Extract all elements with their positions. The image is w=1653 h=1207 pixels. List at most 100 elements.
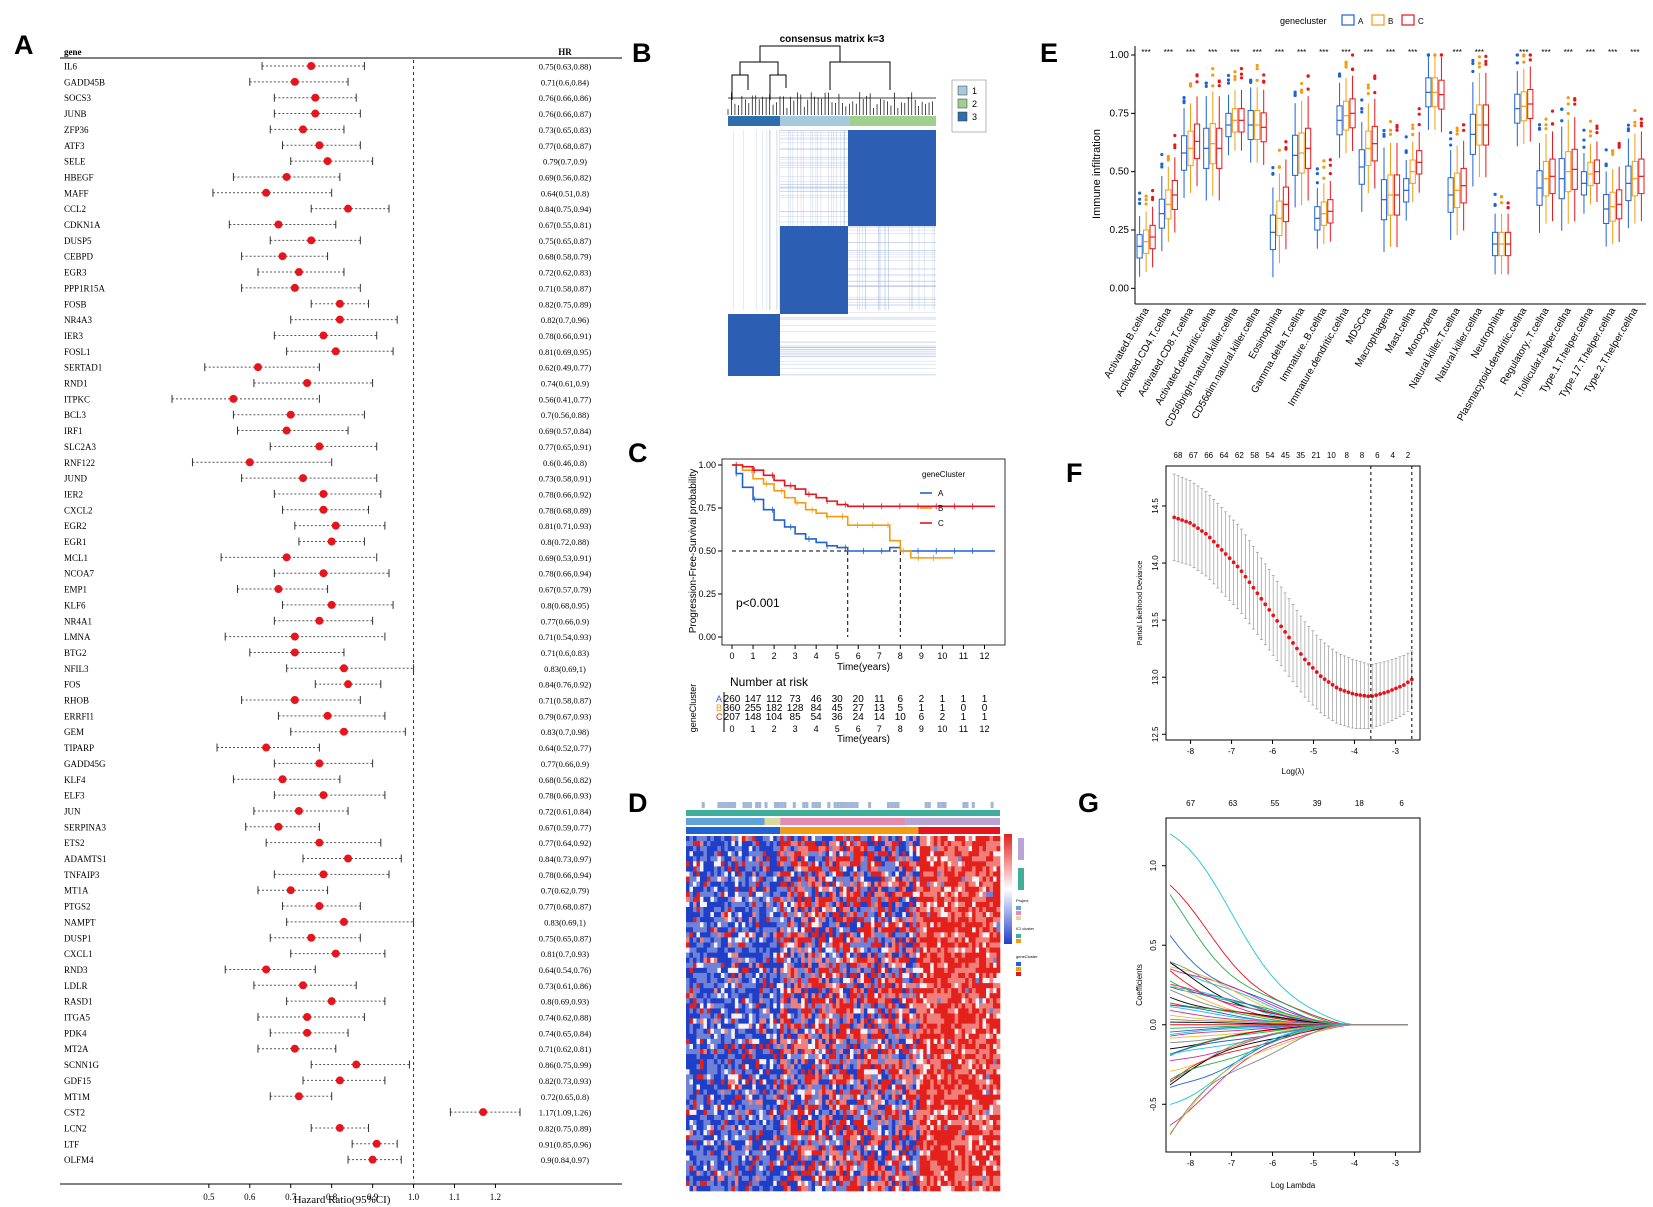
heat-cell <box>832 841 837 847</box>
heat-cell <box>818 917 823 923</box>
heat-cell <box>916 907 921 913</box>
heat-cell <box>825 988 830 994</box>
gene-label: ERRFI1 <box>64 711 94 721</box>
heat-cell <box>829 1049 833 1055</box>
anno-project <box>902 802 906 808</box>
heat-cell <box>843 942 847 948</box>
risk-y-label: geneCluster <box>688 684 698 733</box>
km-y-label: Progression-Free-Survival probability <box>688 469 699 634</box>
heat-cell <box>926 952 931 959</box>
hr-point <box>335 299 344 308</box>
heat-cell <box>937 1013 941 1019</box>
risk-value: 0 <box>961 703 967 714</box>
heat-cell <box>912 901 917 908</box>
heat-cell <box>755 1003 760 1009</box>
heat-cell <box>836 1054 840 1060</box>
heat-cell <box>745 983 750 989</box>
heat-cell <box>755 972 760 979</box>
heat-cell <box>996 1033 1001 1040</box>
heat-cell <box>762 1008 767 1014</box>
heat-cell <box>692 1028 697 1035</box>
heat-cell <box>863 881 868 888</box>
hr-label: 0.81(0.7,0.93) <box>541 949 589 959</box>
heat-cell <box>815 957 819 964</box>
anno-project <box>968 802 972 808</box>
heat-cell <box>696 998 701 1004</box>
heat-cell <box>818 988 823 994</box>
heat-cell <box>836 1028 840 1035</box>
heat-cell <box>965 1059 969 1065</box>
heat-cell <box>692 861 697 867</box>
heat-cell <box>909 1049 914 1055</box>
heat-cell <box>947 1023 952 1030</box>
heat-cell <box>727 1018 732 1024</box>
heat-cell <box>692 983 697 989</box>
heat-cell <box>905 1008 910 1014</box>
heat-cell <box>989 947 994 953</box>
heat-cell <box>731 1033 736 1040</box>
heat-cell <box>884 1008 889 1014</box>
heat-cell <box>961 1003 966 1009</box>
heat-cell <box>989 896 994 903</box>
heat-cell <box>874 957 879 964</box>
heat-cell <box>898 967 903 974</box>
heat-cell <box>727 836 732 842</box>
heat-cell <box>843 901 847 908</box>
heat-cell <box>759 1033 764 1040</box>
heat-cell <box>804 1038 809 1045</box>
heat-cell <box>734 1059 739 1065</box>
heat-cell <box>822 886 826 893</box>
heat-cell <box>944 907 948 913</box>
consensus-matrix: consensus matrix k=3 123 <box>727 34 987 376</box>
heat-cell <box>692 1054 697 1060</box>
heat-cell <box>951 962 955 969</box>
heat-cell <box>979 993 983 999</box>
heat-cell <box>895 917 900 923</box>
heat-cell <box>944 871 948 877</box>
heat-cell <box>780 876 784 882</box>
heat-cell <box>912 932 917 938</box>
hr-point <box>303 379 312 387</box>
heat-cell <box>689 861 694 867</box>
heat-cell <box>919 922 924 928</box>
heat-cell <box>713 861 718 867</box>
heat-cell <box>972 1049 976 1055</box>
heat-cell <box>759 896 764 903</box>
heat-cell <box>947 907 952 913</box>
heat-cell <box>961 846 966 852</box>
heat-cell <box>696 927 701 933</box>
heat-cell <box>825 932 830 938</box>
heat-cell <box>986 972 990 979</box>
heat-cell <box>898 1028 903 1035</box>
heat-cell <box>720 1033 725 1040</box>
anno-project <box>773 802 778 808</box>
heat-cell <box>717 942 722 948</box>
heat-cell <box>752 871 757 877</box>
heat-cell <box>860 1028 865 1035</box>
heat-cell <box>762 988 767 994</box>
heat-cell <box>720 886 725 893</box>
heat-cell <box>780 932 784 938</box>
heat-cell <box>979 851 983 857</box>
heat-cell <box>849 1018 854 1024</box>
heat-cell <box>982 856 987 862</box>
heat-cell <box>839 856 844 862</box>
heat-cell <box>979 998 983 1004</box>
heat-cell <box>808 851 812 857</box>
heat-cell <box>745 871 750 877</box>
heat-cell <box>891 866 896 872</box>
heat-cell <box>748 1059 753 1065</box>
heat-cell <box>877 917 882 923</box>
heat-cell <box>769 978 774 984</box>
heat-cell <box>912 927 917 933</box>
heat-cell <box>713 881 718 888</box>
gene-label: SCNN1G <box>64 1060 100 1070</box>
heat-cell <box>975 891 980 898</box>
heat-cell <box>870 886 875 893</box>
heat-cell <box>727 988 732 994</box>
heat-cell <box>720 856 725 862</box>
heat-cell <box>846 927 851 933</box>
heat-cell <box>766 856 771 862</box>
heat-cell <box>993 856 997 862</box>
anno-project <box>767 802 771 808</box>
